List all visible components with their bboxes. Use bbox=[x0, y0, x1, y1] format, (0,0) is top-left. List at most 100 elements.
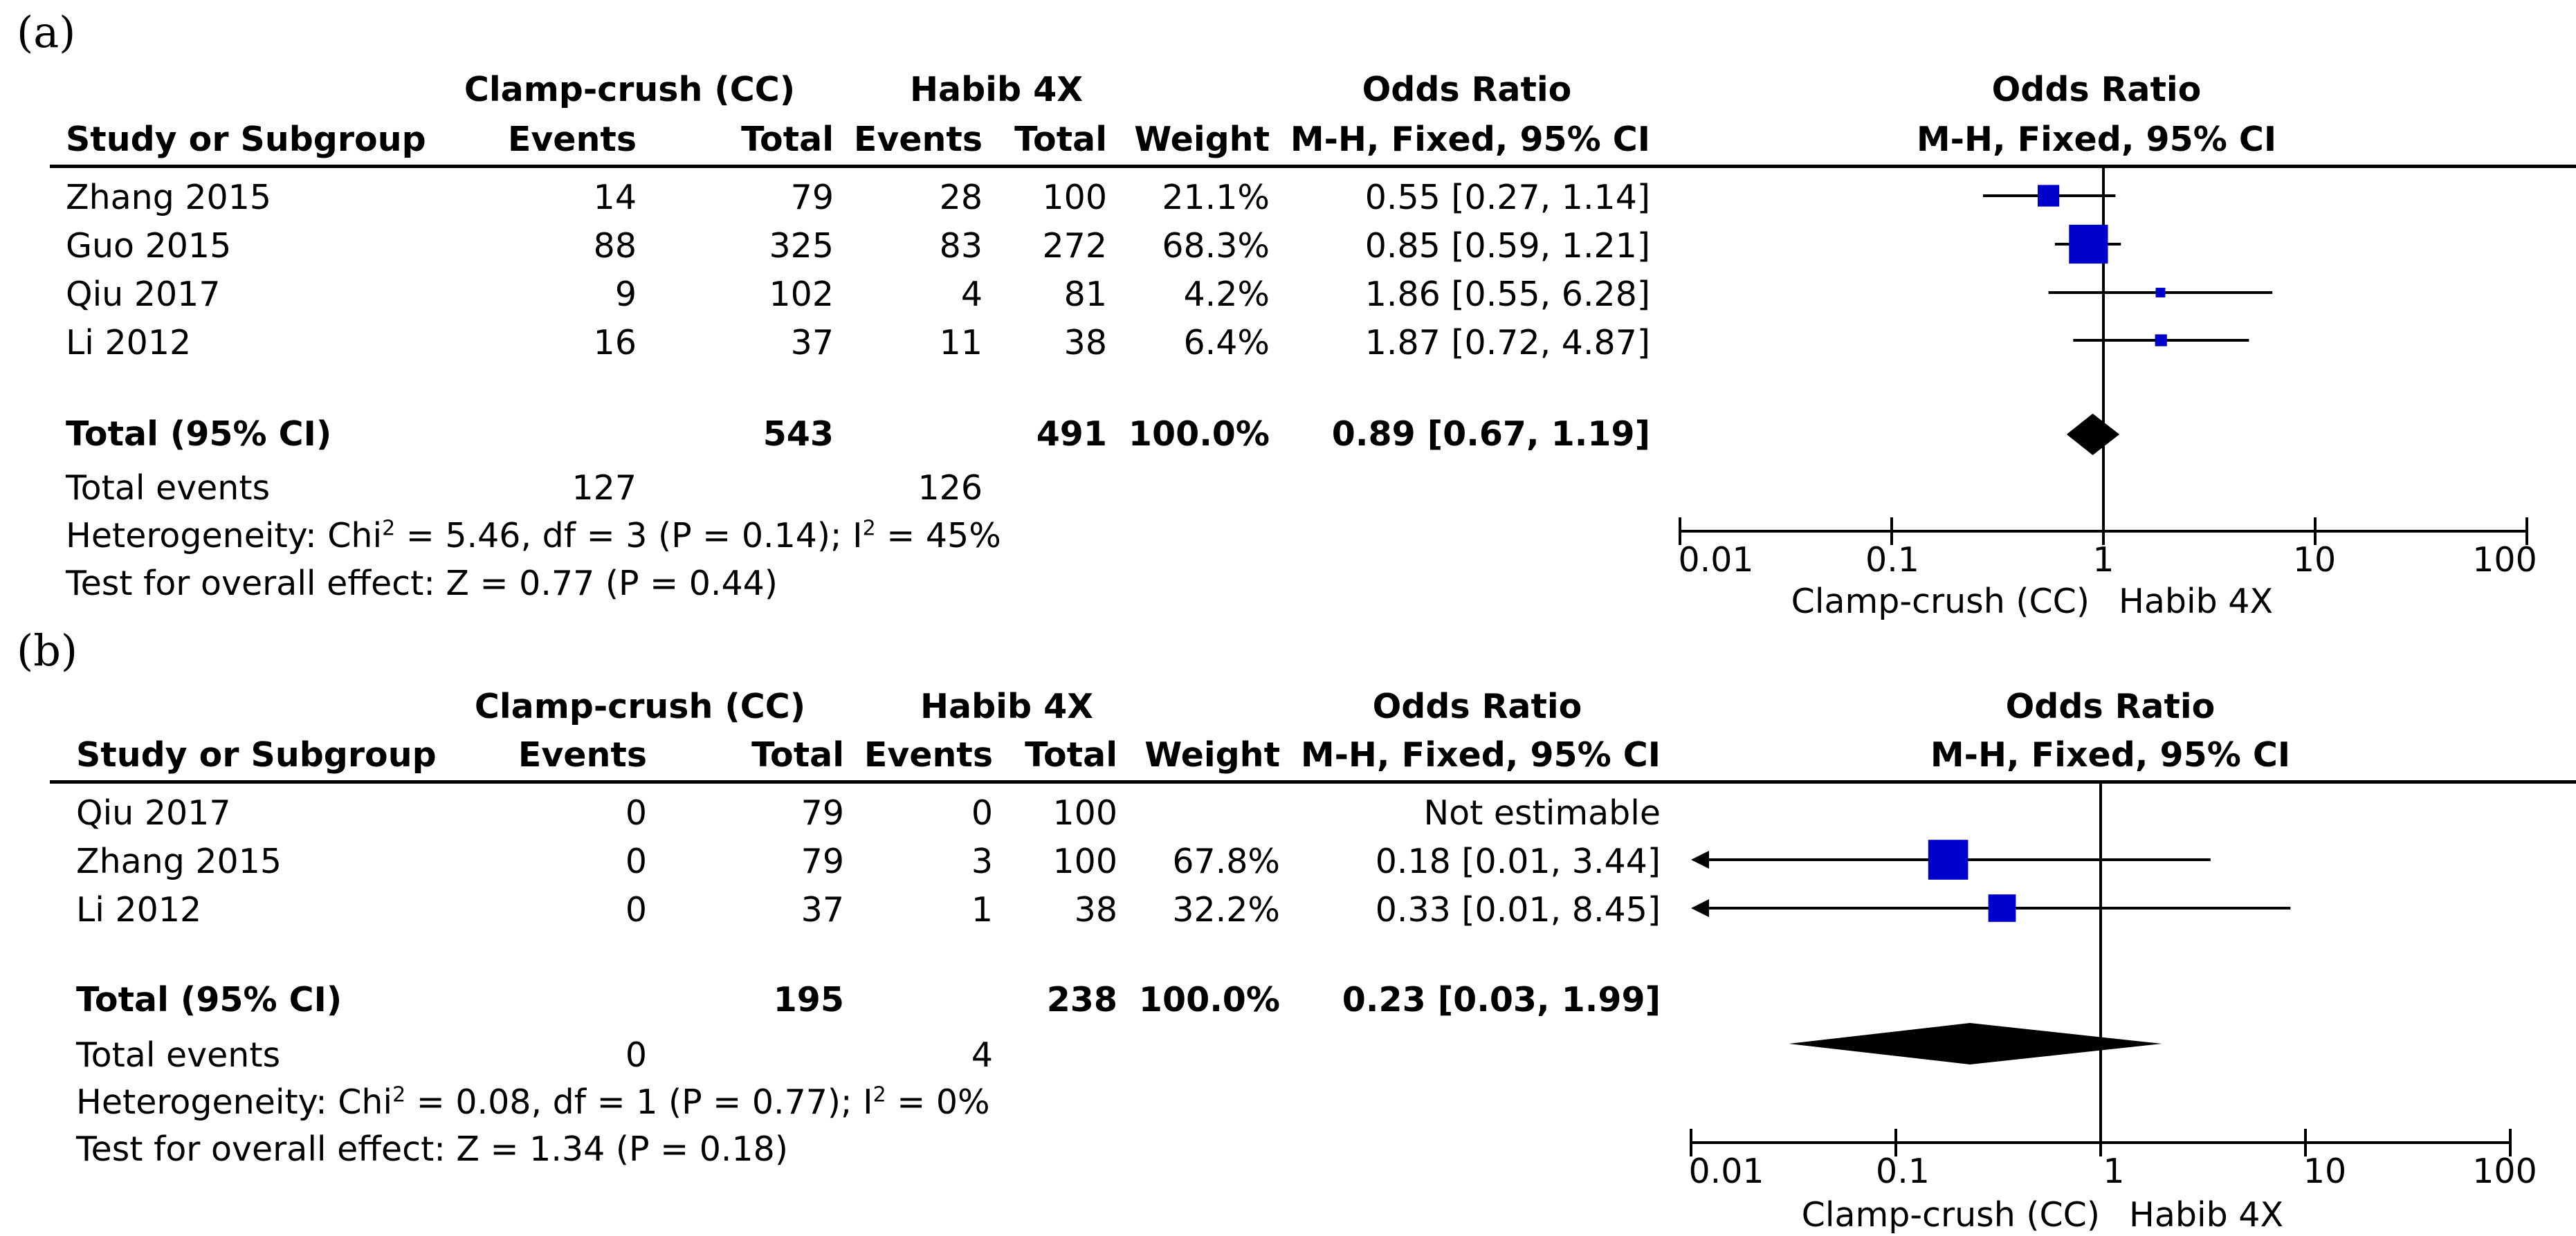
axis-tick-label: 0.01 bbox=[1678, 540, 1754, 580]
ci-text: 1.87 [0.72, 4.87] bbox=[1364, 323, 1650, 362]
favours-left-label: Clamp-crush (CC) bbox=[1801, 1195, 2100, 1235]
weight-value: 4.2% bbox=[1183, 275, 1270, 314]
ctl-events: 3 bbox=[971, 842, 993, 881]
panel-label: (b) bbox=[17, 625, 78, 676]
ctl-total: 38 bbox=[1074, 890, 1117, 930]
ctl-total-sum: 491 bbox=[1036, 414, 1107, 454]
study-column-header: Study or Subgroup bbox=[76, 735, 437, 775]
or-title-header: Odds Ratio bbox=[1372, 687, 1582, 726]
header-rule bbox=[50, 165, 2576, 168]
forest-plot-a bbox=[1679, 166, 2528, 545]
ci-text: 0.18 [0.01, 3.44] bbox=[1375, 842, 1661, 881]
study-marker bbox=[1928, 840, 1968, 880]
study-name: Qiu 2017 bbox=[76, 793, 231, 833]
exp-events: 16 bbox=[593, 323, 637, 362]
or-method-header: M-H, Fixed, 95% CI bbox=[1290, 120, 1650, 159]
ctl-total: 100 bbox=[1052, 793, 1117, 833]
ctl-group-header: Habib 4X bbox=[910, 70, 1083, 109]
or-plot-method-header: M-H, Fixed, 95% CI bbox=[1930, 735, 2291, 775]
study-name: Li 2012 bbox=[66, 323, 192, 362]
ctl-events-header: Events bbox=[853, 120, 983, 159]
axis-tick-label: 1 bbox=[2092, 540, 2114, 580]
exp-total-events: 127 bbox=[572, 468, 637, 508]
exp-events: 0 bbox=[625, 842, 647, 881]
heterogeneity-text: Heterogeneity: Chi2 = 0.08, df = 1 (P = … bbox=[76, 1082, 990, 1122]
total-ci-text: 0.23 [0.03, 1.99] bbox=[1342, 980, 1661, 1020]
study-marker bbox=[2069, 224, 2108, 264]
pooled-diamond bbox=[1789, 1023, 2162, 1064]
total-label: Total (95% CI) bbox=[76, 980, 342, 1020]
ci-arrow bbox=[1691, 899, 1709, 917]
exp-events: 9 bbox=[614, 275, 637, 314]
ci-text: 1.86 [0.55, 6.28] bbox=[1364, 275, 1650, 314]
forest-panel-a: (a) Clamp-crush (CC) Habib 4X Odds Ratio… bbox=[17, 7, 2576, 621]
favours-right-label: Habib 4X bbox=[2129, 1195, 2284, 1235]
or-method-header: M-H, Fixed, 95% CI bbox=[1300, 735, 1661, 775]
ctl-events: 28 bbox=[939, 178, 983, 217]
ctl-events: 4 bbox=[960, 275, 983, 314]
study-name: Zhang 2015 bbox=[66, 178, 272, 217]
favours-right-label: Habib 4X bbox=[2119, 582, 2274, 621]
heterogeneity-text: Heterogeneity: Chi2 = 5.46, df = 3 (P = … bbox=[66, 516, 1001, 555]
axis-tick-label: 100 bbox=[2472, 1152, 2537, 1191]
total-events-label: Total events bbox=[76, 1035, 281, 1075]
exp-total: 37 bbox=[790, 323, 834, 362]
weight-value: 68.3% bbox=[1162, 226, 1270, 266]
forest-panel-b: (b) Clamp-crush (CC) Habib 4X Odds Ratio… bbox=[0, 618, 2576, 1236]
favours-left-label: Clamp-crush (CC) bbox=[1791, 582, 2090, 621]
axis-tick-label: 0.1 bbox=[1865, 540, 1919, 580]
exp-events: 14 bbox=[593, 178, 637, 217]
exp-total: 79 bbox=[790, 178, 834, 217]
header-rule bbox=[50, 780, 2576, 784]
axis-tick-label: 0.1 bbox=[1876, 1152, 1930, 1191]
overall-effect-text: Test for overall effect: Z = 1.34 (P = 0… bbox=[76, 1129, 788, 1169]
study-name: Qiu 2017 bbox=[66, 275, 221, 314]
ci-text: 0.85 [0.59, 1.21] bbox=[1364, 226, 1650, 266]
exp-total: 102 bbox=[769, 275, 834, 314]
exp-events: 0 bbox=[625, 793, 647, 833]
ctl-total-events: 126 bbox=[917, 468, 983, 508]
ci-text: Not estimable bbox=[1423, 793, 1661, 833]
ctl-total: 100 bbox=[1042, 178, 1107, 217]
exp-total: 79 bbox=[801, 793, 844, 833]
ctl-total: 38 bbox=[1063, 323, 1107, 362]
exp-total: 79 bbox=[801, 842, 844, 881]
exp-events-header: Events bbox=[518, 735, 647, 775]
study-column-header: Study or Subgroup bbox=[66, 120, 426, 159]
forest-plot-b bbox=[1690, 782, 2512, 1156]
ctl-total-header: Total bbox=[1025, 735, 1117, 775]
axis-tick-label: 10 bbox=[2292, 540, 2337, 580]
ctl-events: 0 bbox=[971, 793, 993, 833]
axis-tick-label: 0.01 bbox=[1688, 1152, 1764, 1191]
ctl-events-header: Events bbox=[864, 735, 993, 775]
weight-value: 32.2% bbox=[1172, 890, 1280, 930]
weight-value: 6.4% bbox=[1183, 323, 1270, 362]
study-marker bbox=[2155, 288, 2166, 297]
exp-events: 88 bbox=[593, 226, 637, 266]
ctl-total-sum: 238 bbox=[1046, 980, 1117, 1020]
ctl-events: 83 bbox=[939, 226, 983, 266]
ci-arrow bbox=[1691, 851, 1709, 869]
study-name: Zhang 2015 bbox=[76, 842, 282, 881]
total-ci-text: 0.89 [0.67, 1.19] bbox=[1331, 414, 1650, 454]
ci-text: 0.55 [0.27, 1.14] bbox=[1364, 178, 1650, 217]
exp-total-header: Total bbox=[751, 735, 844, 775]
axis-tick-label: 10 bbox=[2303, 1152, 2347, 1191]
exp-group-header: Clamp-crush (CC) bbox=[464, 70, 796, 109]
total-label: Total (95% CI) bbox=[66, 414, 332, 454]
study-marker bbox=[2037, 185, 2060, 207]
weight-header: Weight bbox=[1134, 120, 1270, 159]
axis-tick-label: 100 bbox=[2472, 540, 2537, 580]
exp-total-header: Total bbox=[741, 120, 834, 159]
weight-value: 21.1% bbox=[1162, 178, 1270, 217]
exp-total-sum: 195 bbox=[773, 980, 844, 1020]
or-plot-method-header: M-H, Fixed, 95% CI bbox=[1916, 120, 2277, 159]
exp-events: 0 bbox=[625, 890, 647, 930]
ctl-total-header: Total bbox=[1014, 120, 1107, 159]
panel-label: (a) bbox=[17, 7, 76, 57]
ctl-total: 272 bbox=[1042, 226, 1107, 266]
pooled-diamond bbox=[2066, 414, 2120, 455]
ctl-total: 100 bbox=[1052, 842, 1117, 881]
study-marker bbox=[1988, 894, 2016, 922]
exp-total-events: 0 bbox=[625, 1035, 647, 1075]
